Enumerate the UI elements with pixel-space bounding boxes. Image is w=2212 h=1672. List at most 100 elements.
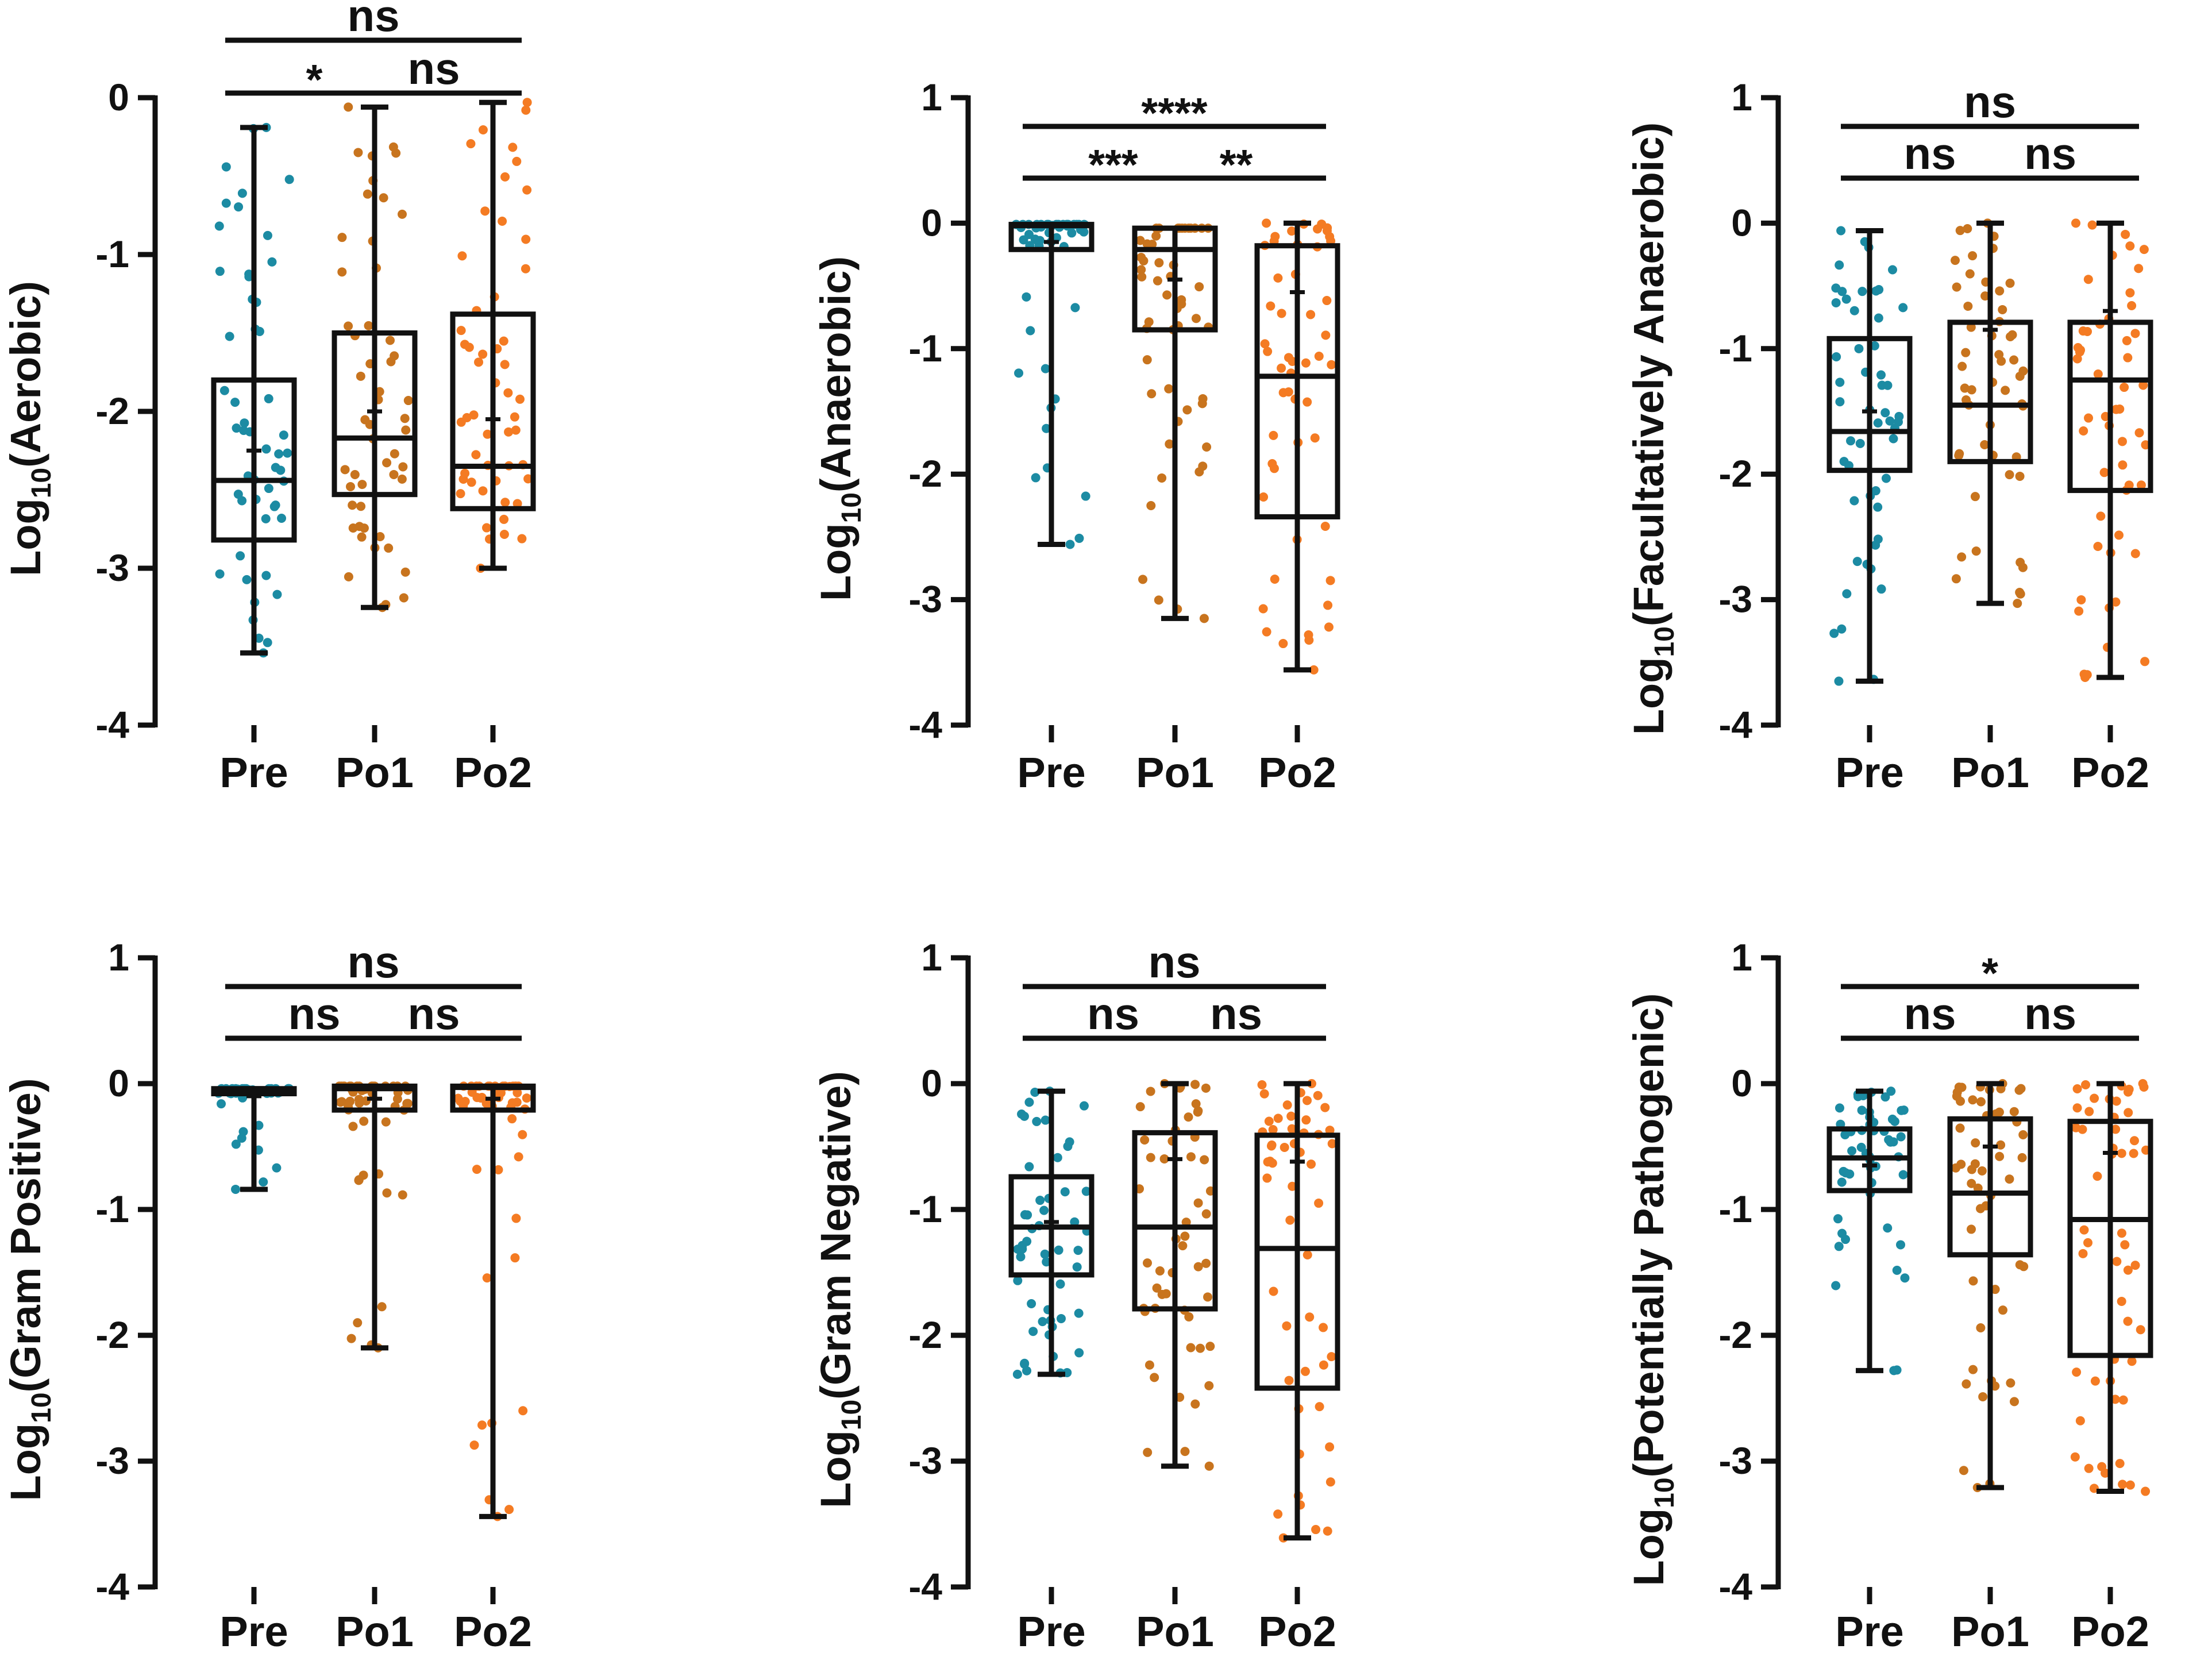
data-point: [1263, 1157, 1273, 1167]
data-point: [1963, 224, 1972, 233]
data-point: [1835, 260, 1844, 270]
significance-label: ns: [407, 988, 460, 1039]
data-point: [400, 414, 410, 423]
y-axis-label-prefix: Log: [812, 523, 860, 601]
data-point: [263, 230, 272, 240]
data-point: [1072, 1262, 1082, 1272]
data-point: [1159, 1154, 1169, 1164]
data-point: [1302, 397, 1312, 407]
data-point: [1854, 344, 1864, 353]
data-point: [2117, 1149, 2126, 1158]
data-point: [1012, 1369, 1022, 1379]
data-point: [337, 1097, 346, 1107]
box-po2: [1254, 1079, 1340, 1543]
data-point: [353, 148, 363, 157]
data-point: [2111, 1096, 2121, 1106]
data-point: [2140, 657, 2150, 667]
data-point: [2089, 1484, 2099, 1493]
data-point: [1837, 624, 1847, 634]
box-po1: [1947, 1079, 2033, 1492]
data-point: [1201, 1258, 1211, 1268]
x-tick-label-po2: Po2: [1258, 749, 1336, 796]
mean-marker: [1983, 1139, 1998, 1154]
significance-label: ns: [2024, 128, 2076, 179]
data-point: [1955, 1123, 1965, 1133]
data-point: [356, 502, 366, 511]
data-point: [2071, 218, 2081, 228]
data-point: [2117, 1228, 2126, 1238]
data-point: [1950, 256, 1960, 265]
data-point: [1146, 501, 1156, 511]
data-point: [254, 633, 264, 643]
data-point: [2015, 1260, 2025, 1270]
data-point: [2124, 1108, 2133, 1118]
data-point: [214, 221, 224, 231]
data-point: [284, 175, 294, 184]
mean-marker: [1290, 1154, 1305, 1169]
box-po2: [450, 1081, 536, 1521]
data-point: [2125, 241, 2135, 251]
data-point: [1836, 226, 1846, 236]
data-point: [1995, 1151, 2005, 1161]
data-point: [1143, 1447, 1153, 1457]
data-point: [1273, 1509, 1283, 1519]
y-tick-label: 0: [1731, 1062, 1752, 1104]
y-tick-label: 1: [921, 76, 942, 118]
data-point: [1846, 436, 1856, 446]
data-point: [1835, 397, 1845, 407]
data-point: [2017, 1153, 2027, 1162]
data-point: [2125, 1480, 2135, 1490]
data-point: [1304, 630, 1313, 639]
data-point: [1319, 1360, 1328, 1370]
x-tick-label-pre: Pre: [1017, 1608, 1085, 1655]
data-point: [1262, 1173, 1272, 1183]
data-point: [2121, 229, 2130, 239]
data-point: [500, 360, 510, 369]
mean-marker: [367, 1091, 382, 1107]
data-point: [1896, 1132, 1906, 1142]
data-point: [1257, 1080, 1267, 1089]
y-tick-label: -1: [908, 327, 942, 369]
data-point: [1310, 433, 1320, 443]
data-point: [1020, 1210, 1030, 1220]
mean-marker: [246, 443, 261, 459]
data-point: [1200, 1155, 1209, 1165]
data-point: [2119, 383, 2129, 392]
data-point: [1889, 434, 1898, 444]
data-point: [1204, 1461, 1214, 1471]
data-point: [1264, 1116, 1274, 1126]
data-point: [398, 209, 407, 219]
data-point: [217, 1099, 226, 1109]
x-tick-label-pre: Pre: [1017, 749, 1085, 796]
data-point: [1262, 218, 1271, 228]
data-point: [1270, 575, 1280, 584]
data-point: [1307, 1159, 1316, 1169]
data-point: [1273, 273, 1283, 283]
y-tick-label: -4: [95, 1565, 129, 1608]
data-point: [1970, 1159, 1980, 1169]
data-point: [344, 102, 353, 112]
data-point: [1277, 309, 1286, 318]
data-point: [2083, 1238, 2092, 1247]
data-point: [1876, 584, 1886, 594]
data-point: [2111, 1124, 2121, 1134]
data-point: [225, 332, 234, 341]
data-point: [521, 234, 531, 244]
data-point: [381, 1117, 391, 1127]
data-point: [500, 172, 510, 182]
data-point: [354, 1095, 364, 1104]
data-point: [2092, 1172, 2102, 1181]
y-axis-label: Log10(Gram Negative): [812, 1071, 867, 1508]
data-point: [377, 1302, 387, 1312]
data-point: [375, 531, 385, 541]
significance-label: *: [306, 56, 323, 103]
data-point: [1831, 298, 1841, 307]
data-point: [1963, 301, 1973, 311]
data-point: [522, 1093, 531, 1103]
x-tick-label-po2: Po2: [2071, 749, 2149, 796]
data-point: [237, 496, 247, 506]
data-point: [344, 572, 353, 581]
data-point: [382, 1188, 392, 1198]
data-point: [2013, 599, 2022, 608]
data-point: [2009, 1107, 2019, 1116]
